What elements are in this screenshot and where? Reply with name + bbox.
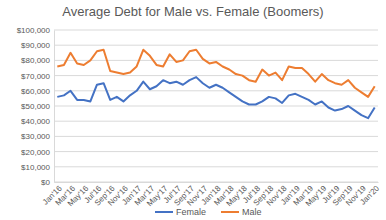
- grid-line: [54, 60, 378, 61]
- series-group: [57, 50, 374, 118]
- legend: Female Male: [155, 207, 262, 217]
- grid-line: [54, 182, 378, 183]
- y-axis-line: [54, 31, 55, 183]
- y-tick-label: $0: [41, 178, 50, 187]
- grid: [54, 30, 378, 182]
- y-tick: $80,000: [21, 56, 54, 65]
- grid-line: [54, 75, 378, 76]
- y-tick: $100,000: [17, 26, 54, 35]
- series-line: [57, 50, 374, 97]
- grid-line: [54, 45, 378, 46]
- y-tick: $10,000: [21, 163, 54, 172]
- y-tick: $0: [41, 178, 54, 187]
- x-tick: Jan'20: [358, 182, 381, 207]
- legend-item: Male: [221, 207, 262, 217]
- y-tick-label: $100,000: [17, 26, 51, 35]
- grid-line: [54, 151, 378, 152]
- legend-swatch: [221, 211, 239, 213]
- y-tick: $90,000: [21, 41, 54, 50]
- grid-line: [54, 90, 378, 91]
- legend-item: Female: [155, 207, 206, 217]
- y-tick-label: $90,000: [21, 41, 50, 50]
- y-tick: $70,000: [21, 72, 54, 81]
- y-tick-label: $10,000: [21, 163, 50, 172]
- y-tick-label: $60,000: [21, 87, 50, 96]
- grid-line: [54, 121, 378, 122]
- y-tick: $50,000: [21, 102, 54, 111]
- y-tick-label: $20,000: [21, 148, 50, 157]
- grid-line: [54, 106, 378, 107]
- x-tick-label: Jan'20: [358, 183, 381, 206]
- x-axis: Jan'16Mar'16May'16Jul'16Sep'16Nov'16Jan'…: [41, 182, 382, 208]
- y-tick: $30,000: [21, 132, 54, 141]
- grid-line: [54, 30, 378, 31]
- legend-label: Female: [176, 207, 206, 217]
- legend-label: Male: [242, 207, 262, 217]
- y-tick: $40,000: [21, 117, 54, 126]
- legend-swatch: [155, 211, 173, 213]
- y-tick-label: $80,000: [21, 56, 50, 65]
- y-tick: $60,000: [21, 87, 54, 96]
- y-tick-label: $50,000: [21, 102, 50, 111]
- y-tick-label: $40,000: [21, 117, 50, 126]
- y-tick: $20,000: [21, 148, 54, 157]
- y-axis: $0 $10,000 $20,000 $30,000 $40,000 $50,000 $60…: [17, 26, 55, 187]
- y-tick-label: $30,000: [21, 132, 50, 141]
- grid-line: [54, 136, 378, 137]
- plot: $0 $10,000 $20,000 $30,000 $40,000 $50,000 $60…: [17, 26, 382, 208]
- grid-line: [54, 166, 378, 167]
- title: Average Debt for Male vs. Female (Boomer…: [62, 4, 323, 19]
- x-axis-line: [55, 182, 379, 183]
- chart: Average Debt for Male vs. Female (Boomer…: [0, 0, 386, 220]
- y-tick-label: $70,000: [21, 72, 50, 81]
- series-line: [57, 77, 374, 118]
